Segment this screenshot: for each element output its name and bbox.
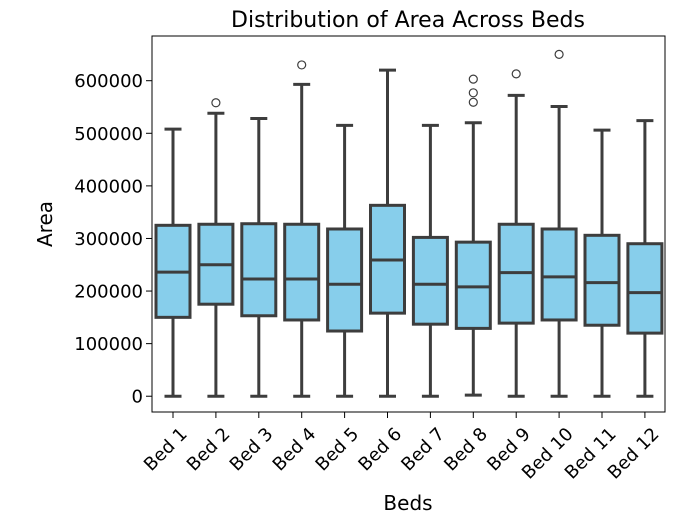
x-tick-label: Bed 4 bbox=[269, 424, 321, 476]
y-axis-label: Area bbox=[33, 201, 57, 247]
box-1 bbox=[154, 127, 192, 398]
box-12 bbox=[626, 119, 664, 398]
y-tick-label: 0 bbox=[132, 387, 143, 408]
chart-title: Distribution of Area Across Beds bbox=[231, 8, 585, 33]
iqr-box bbox=[583, 233, 621, 327]
box-4 bbox=[283, 60, 321, 398]
box-5 bbox=[326, 123, 364, 398]
x-axis-label: Beds bbox=[383, 491, 432, 512]
iqr-box bbox=[540, 227, 578, 322]
x-tick-label: Bed 8 bbox=[440, 424, 492, 476]
x-tick-label: Bed 7 bbox=[397, 424, 449, 476]
box-11 bbox=[583, 128, 621, 398]
y-tick-label: 600000 bbox=[74, 71, 143, 92]
outlier-point bbox=[297, 60, 307, 70]
box-9 bbox=[497, 69, 535, 398]
x-tick-label: Bed 1 bbox=[140, 424, 192, 476]
outlier-point bbox=[554, 49, 564, 60]
plot-area bbox=[154, 49, 664, 398]
y-tick-label: 400000 bbox=[74, 176, 143, 197]
outlier-point bbox=[468, 74, 478, 84]
iqr-box bbox=[626, 242, 664, 335]
outlier-point bbox=[211, 98, 221, 108]
iqr-box bbox=[283, 222, 321, 322]
x-tick-label: Bed 5 bbox=[312, 424, 364, 476]
y-tick-label: 300000 bbox=[74, 229, 143, 250]
iqr-box bbox=[454, 240, 492, 330]
box-10 bbox=[540, 49, 578, 398]
box-8 bbox=[454, 74, 492, 397]
outlier-point bbox=[468, 97, 478, 107]
x-tick-label: Bed 6 bbox=[354, 424, 406, 476]
box-6 bbox=[369, 68, 406, 398]
box-7 bbox=[411, 123, 449, 398]
box-3 bbox=[240, 117, 278, 398]
y-tick-label: 500000 bbox=[74, 124, 143, 145]
outlier-point bbox=[511, 69, 521, 79]
box-2 bbox=[197, 98, 235, 398]
x-tick-label: Bed 2 bbox=[183, 424, 235, 476]
iqr-box bbox=[411, 235, 449, 326]
outlier-point bbox=[468, 88, 478, 98]
iqr-box bbox=[240, 222, 278, 318]
x-tick-label: Bed 3 bbox=[226, 424, 278, 476]
y-tick-label: 100000 bbox=[74, 334, 143, 355]
iqr-box bbox=[326, 227, 364, 333]
y-axis: 0 100000 200000 300000 400000 500000 600000 bbox=[74, 71, 152, 408]
plot-frame bbox=[151, 35, 666, 413]
y-tick-label: 200000 bbox=[74, 282, 143, 303]
